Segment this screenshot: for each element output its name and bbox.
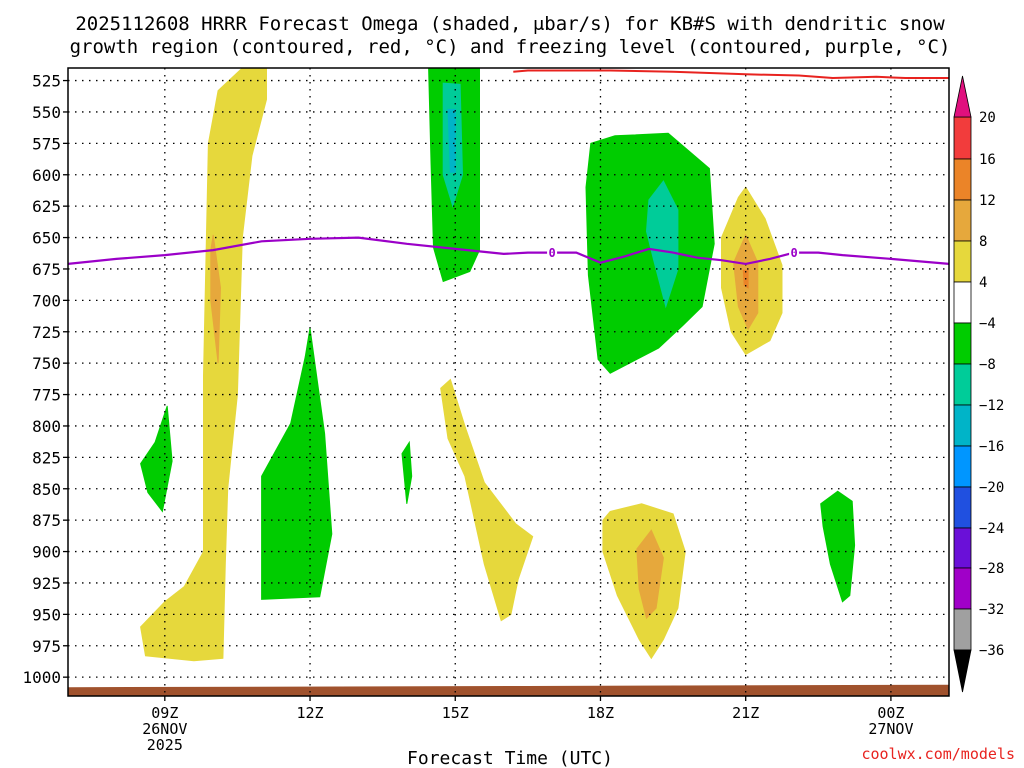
y-tick-label-900: 900 bbox=[32, 543, 61, 562]
y-tick-label-850: 850 bbox=[32, 480, 61, 499]
y-tick-label-650: 650 bbox=[32, 229, 61, 248]
freezing-level-label-0: 0 bbox=[548, 246, 555, 260]
omega-region-16 bbox=[820, 490, 856, 603]
ground-terrain bbox=[68, 684, 949, 696]
y-tick-label-925: 925 bbox=[32, 574, 61, 593]
freezing-label-bg-1 bbox=[789, 245, 800, 259]
colorbar-bin-1 bbox=[953, 158, 972, 201]
y-tick-label-700: 700 bbox=[32, 291, 61, 310]
y-tick-label-600: 600 bbox=[32, 166, 61, 185]
omega-region-8 bbox=[440, 378, 534, 622]
y-tick-label-525: 525 bbox=[32, 72, 61, 91]
omega-region-10 bbox=[645, 180, 679, 309]
x-axis-label: Forecast Time (UTC) bbox=[407, 748, 613, 768]
colorbar-bin-2 bbox=[953, 199, 972, 242]
y-tick-label-725: 725 bbox=[32, 323, 61, 342]
y-tick-label-1000: 1000 bbox=[22, 668, 61, 687]
colorbar-bin-9 bbox=[953, 486, 972, 529]
colorbar-label-5: −4 bbox=[979, 316, 996, 332]
chart-title-line-1: 2025112608 HRRR Forecast Omega (shaded, … bbox=[75, 13, 945, 35]
colorbar-bin-6 bbox=[953, 363, 972, 406]
y-tick-label-625: 625 bbox=[32, 197, 61, 216]
colorbar-label-0: 20 bbox=[979, 110, 996, 126]
omega-region-1 bbox=[210, 234, 222, 364]
y-tick-label-775: 775 bbox=[32, 386, 61, 405]
freezing-label-bg-0 bbox=[547, 245, 558, 259]
x-tick-label-18-0: 18Z bbox=[587, 704, 614, 722]
plot-frame bbox=[67, 67, 950, 697]
colorbar-label-12: −32 bbox=[979, 602, 1004, 618]
watermark: coolwx.com/models bbox=[861, 745, 1015, 763]
x-tick-label-21-0: 21Z bbox=[732, 704, 759, 722]
y-tick-label-575: 575 bbox=[32, 134, 61, 153]
y-tick-label-750: 750 bbox=[32, 354, 61, 373]
colorbar-bin-12 bbox=[953, 608, 972, 651]
colorbar-label-3: 8 bbox=[979, 234, 987, 250]
chart-title-line-2: growth region (contoured, red, °C) and f… bbox=[70, 36, 951, 58]
colorbar-label-2: 12 bbox=[979, 193, 996, 209]
colorbar-label-6: −8 bbox=[979, 357, 996, 373]
y-tick-label-975: 975 bbox=[32, 637, 61, 656]
y-tick-label-675: 675 bbox=[32, 260, 61, 279]
colorbar-label-7: −12 bbox=[979, 398, 1004, 414]
colorbar-label-4: 4 bbox=[979, 275, 987, 291]
x-tick-label-15-0: 15Z bbox=[442, 704, 469, 722]
colorbar-label-13: −36 bbox=[979, 643, 1004, 659]
freezing-level-contour bbox=[67, 236, 950, 266]
colorbar-bin-4 bbox=[953, 281, 972, 324]
x-tick-label-9-1: 26NOV bbox=[142, 720, 187, 738]
y-tick-label-800: 800 bbox=[32, 417, 61, 436]
colorbar-bin-10 bbox=[953, 527, 972, 569]
dendritic-growth-contour bbox=[513, 69, 949, 80]
colorbar: 20 16 12 8 4 −4 −8 −12 −16 −20 −24 −28 −32 −36 bbox=[953, 75, 1004, 693]
freezing-level-label-1: 0 bbox=[790, 246, 797, 260]
colorbar-bin-5 bbox=[953, 322, 972, 365]
x-tick-label-12-0: 12Z bbox=[296, 704, 323, 722]
colorbar-label-10: −24 bbox=[979, 521, 1004, 537]
y-tick-label-950: 950 bbox=[32, 605, 61, 624]
x-tick-label-24-1: 27NOV bbox=[868, 720, 913, 738]
omega-region-3 bbox=[261, 327, 333, 600]
colorbar-bin-7 bbox=[953, 404, 972, 447]
colorbar-bin-8 bbox=[953, 445, 972, 488]
colorbar-bin-0 bbox=[953, 116, 972, 160]
y-axis-ticks: 525 550 575 600 625 650 675 700 725 750 775 800 825 8… bbox=[22, 72, 68, 687]
colorbar-label-9: −20 bbox=[979, 480, 1004, 496]
x-tick-label-9-2: 2025 bbox=[147, 736, 183, 754]
x-tick-label-24-0: 00Z bbox=[877, 704, 904, 722]
x-tick-label-9-0: 09Z bbox=[151, 704, 178, 722]
colorbar-over-triangle bbox=[953, 75, 972, 118]
omega-region-9 bbox=[585, 132, 715, 374]
omega-region-7 bbox=[447, 108, 456, 173]
y-tick-label-825: 825 bbox=[32, 448, 61, 467]
colorbar-label-1: 16 bbox=[979, 152, 996, 168]
colorbar-label-11: −28 bbox=[979, 561, 1004, 577]
colorbar-bin-11 bbox=[953, 567, 972, 610]
colorbar-under-triangle bbox=[953, 649, 972, 693]
ground-layer bbox=[68, 684, 949, 696]
colorbar-label-8: −16 bbox=[979, 439, 1004, 455]
y-tick-label-550: 550 bbox=[32, 103, 61, 122]
omega-region-0 bbox=[140, 67, 267, 662]
colorbar-bin-3 bbox=[953, 240, 972, 283]
y-tick-label-875: 875 bbox=[32, 511, 61, 530]
